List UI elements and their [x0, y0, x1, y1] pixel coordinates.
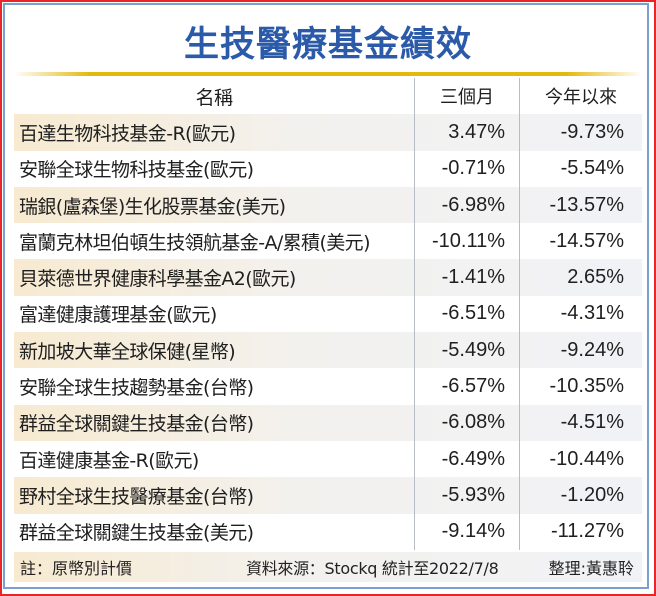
ytd-return: -10.35%	[519, 368, 642, 405]
three-month-return: -9.14%	[414, 513, 519, 550]
fund-name: 新加坡大華全球保健(星幣)	[19, 340, 236, 363]
three-month-return: -5.93%	[414, 477, 519, 514]
table-row: 群益全球關鍵生技基金(美元) -9.14% -11.27%	[14, 513, 642, 550]
ytd-return: -1.20%	[519, 477, 642, 514]
ytd-return: -14.57%	[519, 223, 642, 260]
ytd-return: -13.57%	[519, 186, 642, 224]
fund-name: 貝萊德世界健康科學基金A2(歐元)	[19, 268, 296, 291]
fund-name: 野村全球生技醫療基金(台幣)	[19, 485, 254, 508]
three-month-return: -0.71%	[414, 150, 519, 187]
ytd-return: -10.44%	[519, 440, 642, 478]
fund-name: 富達健康護理基金(歐元)	[19, 304, 217, 327]
footer-note: 註：原幣別計價	[20, 559, 133, 578]
fund-name: 安聯全球生技趨勢基金(台幣)	[19, 377, 254, 400]
three-month-return: -6.98%	[414, 186, 519, 224]
ytd-return: -9.73%	[519, 114, 642, 151]
fund-name: 瑞銀(盧森堡)生化股票基金(美元)	[19, 195, 286, 218]
table-row: 百達健康基金-R(歐元) -6.49% -10.44%	[14, 440, 642, 478]
table-row: 新加坡大華全球保健(星幣) -5.49% -9.24%	[14, 332, 642, 369]
title-underline	[14, 72, 642, 76]
table-row: 百達生物科技基金-R(歐元) 3.47% -9.73%	[14, 114, 642, 151]
header-three-month: 三個月	[414, 78, 519, 115]
header-ytd: 今年以來	[519, 78, 642, 115]
fund-name: 百達生物科技基金-R(歐元)	[19, 122, 236, 145]
three-month-return: -6.51%	[414, 295, 519, 333]
ytd-return: -4.31%	[519, 295, 642, 333]
table-row: 富蘭克林坦伯頓生技領航基金-A/累積(美元) -10.11% -14.57%	[14, 223, 642, 260]
table-header-row: 名稱 三個月 今年以來	[14, 78, 642, 115]
ytd-return: -5.54%	[519, 150, 642, 187]
fund-name: 群益全球關鍵生技基金(美元)	[19, 522, 254, 545]
table-row: 貝萊德世界健康科學基金A2(歐元) -1.41% 2.65%	[14, 259, 642, 296]
fund-performance-table: 名稱 三個月 今年以來 百達生物科技基金-R(歐元) 3.47% -9.73% …	[14, 78, 642, 550]
three-month-return: 3.47%	[414, 114, 519, 151]
fund-name: 富蘭克林坦伯頓生技領航基金-A/累積(美元)	[19, 231, 370, 254]
table-row: 安聯全球生物科技基金(歐元) -0.71% -5.54%	[14, 150, 642, 187]
three-month-return: -6.49%	[414, 440, 519, 478]
three-month-return: -5.49%	[414, 332, 519, 369]
three-month-return: -6.08%	[414, 404, 519, 441]
fund-name: 群益全球關鍵生技基金(台幣)	[19, 413, 254, 436]
footer-editor: 整理:黃惠聆	[548, 559, 634, 578]
ytd-return: -11.27%	[519, 513, 642, 550]
page-title: 生技醫療基金績效	[183, 25, 472, 65]
footer-bar: 註：原幣別計價 資料來源：Stockq 統計至2022/7/8 整理:黃惠聆	[14, 552, 642, 582]
table-row: 安聯全球生技趨勢基金(台幣) -6.57% -10.35%	[14, 368, 642, 405]
fund-name: 百達健康基金-R(歐元)	[19, 449, 199, 472]
three-month-return: -10.11%	[414, 223, 519, 260]
table-row: 瑞銀(盧森堡)生化股票基金(美元) -6.98% -13.57%	[14, 186, 642, 224]
three-month-return: -1.41%	[414, 259, 519, 296]
ytd-return: -4.51%	[519, 404, 642, 441]
ytd-return: 2.65%	[519, 259, 642, 296]
table-row: 群益全球關鍵生技基金(台幣) -6.08% -4.51%	[14, 404, 642, 441]
fund-name: 安聯全球生物科技基金(歐元)	[19, 159, 254, 182]
ytd-return: -9.24%	[519, 332, 642, 369]
table-row: 富達健康護理基金(歐元) -6.51% -4.31%	[14, 295, 642, 333]
table-row: 野村全球生技醫療基金(台幣) -5.93% -1.20%	[14, 477, 642, 514]
header-name: 名稱	[195, 86, 233, 109]
three-month-return: -6.57%	[414, 368, 519, 405]
footer-source: 資料來源：Stockq 統計至2022/7/8	[246, 559, 499, 578]
